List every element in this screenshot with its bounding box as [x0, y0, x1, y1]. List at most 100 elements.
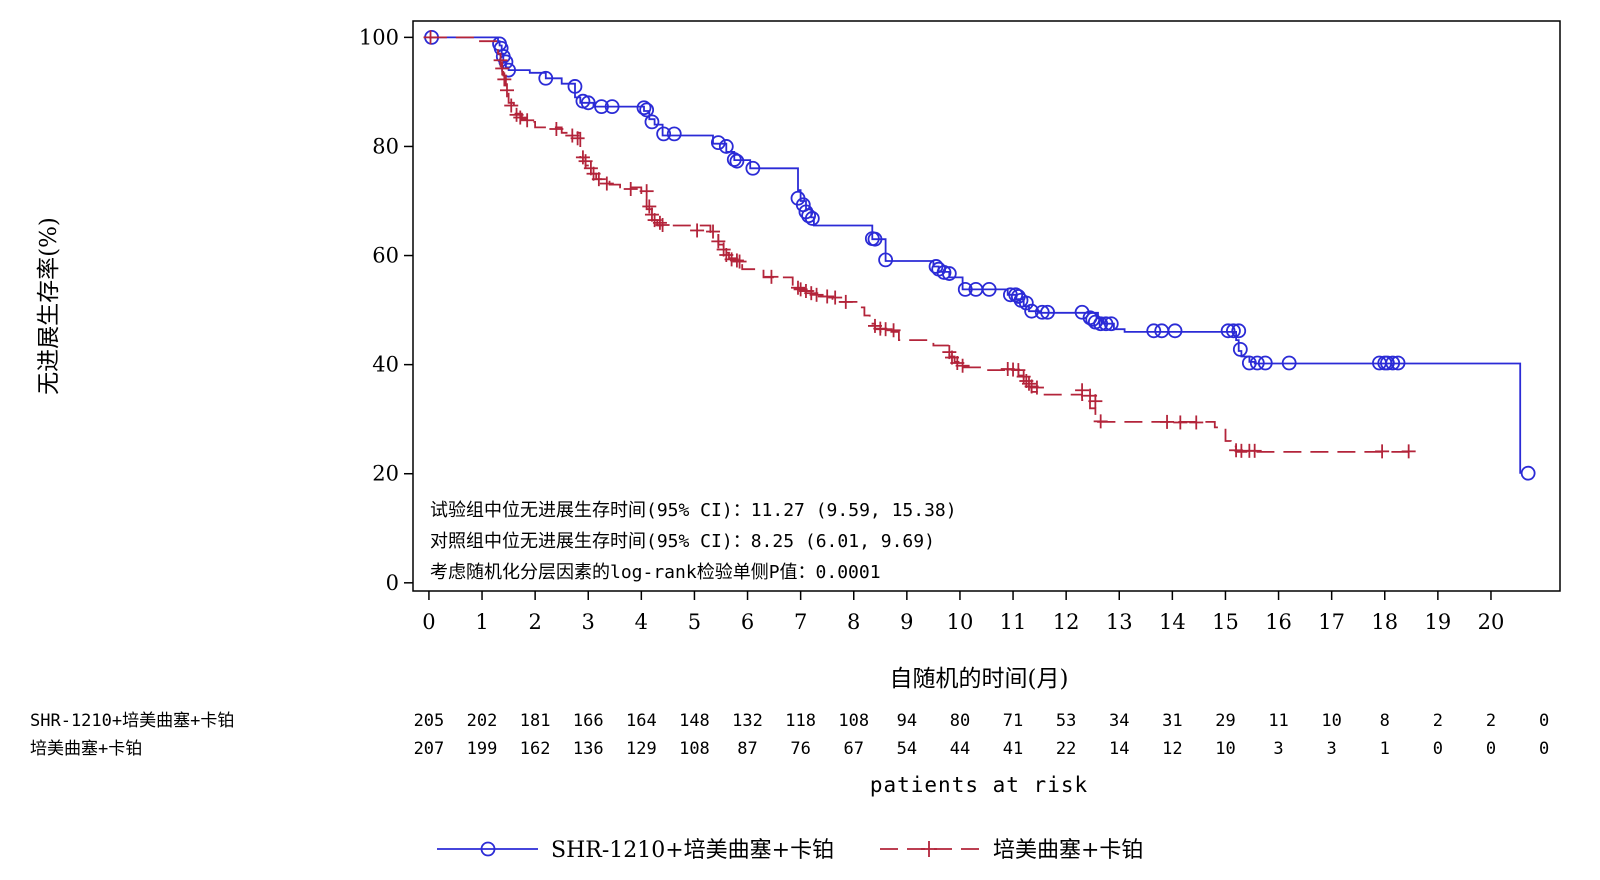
x-axis-title: 自随机的时间(月): [890, 666, 1069, 692]
risk-value: 67: [844, 739, 864, 759]
censor-mark-plus: [513, 110, 528, 125]
censor-mark-plus: [1173, 415, 1188, 430]
censor-mark-circle: [1232, 341, 1248, 357]
risk-value: 2: [1433, 711, 1443, 731]
risk-value: 76: [790, 739, 810, 759]
censor-mark-circle: [538, 70, 554, 86]
risk-values: 205 202 181 166 164 148 132 118 108 94 80 71 53 34 31 2…: [414, 711, 1550, 759]
annotation-3: 考虑随机化分层因素的log-rank检验单侧P值：0.0001: [430, 562, 881, 583]
censor-mark-circle: [1226, 323, 1241, 339]
legend: SHR-1210+培美曲塞+卡铂 培美曲塞+卡铂: [437, 838, 1143, 863]
x-tick-label: 16: [1265, 610, 1292, 634]
y-tick-label: 20: [372, 462, 399, 486]
risk-row-label-2: 培美曲塞+卡铂: [30, 739, 142, 759]
censor-mark-plus: [838, 294, 853, 309]
censor-mark-circle: [1018, 295, 1034, 311]
censor-mark-circle: [656, 126, 672, 142]
x-tick-label: 6: [741, 610, 754, 634]
censor-mark-circle: [1520, 465, 1536, 481]
plot-frame: [412, 20, 1561, 592]
censor-mark-circle: [745, 160, 761, 176]
censor-mark-circle: [1103, 316, 1119, 332]
censor-mark-circle: [801, 208, 817, 224]
censor-mark-circle: [941, 266, 957, 281]
x-tick-label: 8: [847, 610, 860, 634]
censor-mark-circle: [878, 252, 894, 268]
risk-value: 132: [732, 711, 763, 731]
censor-mark-plus: [820, 289, 835, 304]
y-tick-label: 80: [372, 134, 399, 158]
risk-value: 10: [1215, 739, 1235, 759]
risk-value: 2: [1486, 711, 1496, 731]
risk-value: 162: [520, 739, 551, 759]
censor-mark-circle: [1231, 323, 1247, 339]
censor-mark-plus: [504, 98, 519, 113]
censor-mark-plus: [1088, 394, 1103, 409]
risk-row-label-1: SHR-1210+培美曲塞+卡铂: [30, 711, 234, 731]
risk-value: 44: [950, 739, 970, 759]
censor-mark-plus: [623, 182, 638, 196]
risk-value: 87: [737, 739, 757, 759]
risk-value: 11: [1268, 711, 1288, 731]
x-tick-label: 12: [1053, 610, 1080, 634]
censor-mark-plus: [599, 176, 614, 191]
censor-mark-plus: [1401, 444, 1416, 459]
risk-value: 181: [520, 711, 551, 731]
x-tick-label: 2: [528, 610, 541, 634]
censor-mark-circle: [1241, 355, 1257, 371]
x-tick-label: 14: [1159, 610, 1186, 634]
censor-mark-circle: [981, 281, 997, 297]
risk-value: 202: [467, 711, 498, 731]
risk-value: 164: [626, 711, 657, 731]
censor-mark-circle: [1154, 323, 1170, 339]
censor-mark-plus: [690, 223, 705, 238]
censor-mark-circle: [867, 231, 883, 247]
x-tick-label: 5: [688, 610, 701, 634]
risk-value: 205: [414, 711, 445, 731]
risk-value: 1: [1380, 739, 1390, 759]
x-tick-label: 20: [1478, 610, 1505, 634]
risk-value: 10: [1321, 711, 1341, 731]
risk-value: 199: [467, 739, 498, 759]
censor-mark-plus: [652, 215, 667, 230]
risk-value: 34: [1109, 711, 1129, 731]
y-tick-label: 0: [386, 571, 399, 595]
censor-mark-circle: [1040, 304, 1055, 320]
censor-mark-plus: [497, 72, 512, 87]
risk-value: 41: [1003, 739, 1023, 759]
censor-mark-circle: [1034, 304, 1050, 320]
censor-mark-circle: [1098, 316, 1114, 332]
censor-mark-plus: [1093, 414, 1108, 429]
censor-mark-plus: [578, 154, 593, 169]
legend-label-1: SHR-1210+培美曲塞+卡铂: [551, 838, 834, 863]
risk-value: 0: [1539, 739, 1549, 759]
censor-mark-plus: [655, 218, 670, 232]
censor-mark-plus: [495, 61, 510, 76]
censor-mark-plus: [423, 30, 438, 45]
censor-mark-circle: [1281, 355, 1297, 371]
censor-mark-circle: [1085, 311, 1101, 327]
censor-mark-circle: [1380, 355, 1395, 371]
censor-mark-plus: [1375, 444, 1390, 459]
x-tick-label: 13: [1106, 610, 1133, 634]
y-tick-label: 40: [372, 353, 399, 377]
censor-mark-circle: [639, 102, 655, 118]
censor-mark-plus: [499, 83, 514, 98]
x-axis: 0 1 2 3 4 5 6 7 8 9 10 11 12 13 14 15 16 17 18 19 20: [422, 591, 1504, 634]
censor-mark-circle: [1167, 323, 1183, 339]
censor-mark-plus: [591, 172, 606, 187]
risk-value: 0: [1433, 739, 1443, 759]
series-line-1: [428, 36, 1522, 474]
censor-mark-circle: [804, 211, 820, 226]
censor-mark-plus: [549, 122, 564, 136]
censor-mark-circle: [604, 99, 620, 115]
risk-value: 136: [573, 739, 604, 759]
censor-mark-plus: [878, 322, 893, 337]
censor-mark-plus: [1160, 414, 1175, 429]
risk-value: 3: [1273, 739, 1283, 759]
censor-mark-circle: [580, 95, 596, 111]
censor-mark-plus: [1189, 415, 1204, 430]
risk-value: 54: [897, 739, 917, 759]
censor-mark-plus: [790, 280, 805, 295]
censor-mark-plus: [732, 254, 747, 269]
